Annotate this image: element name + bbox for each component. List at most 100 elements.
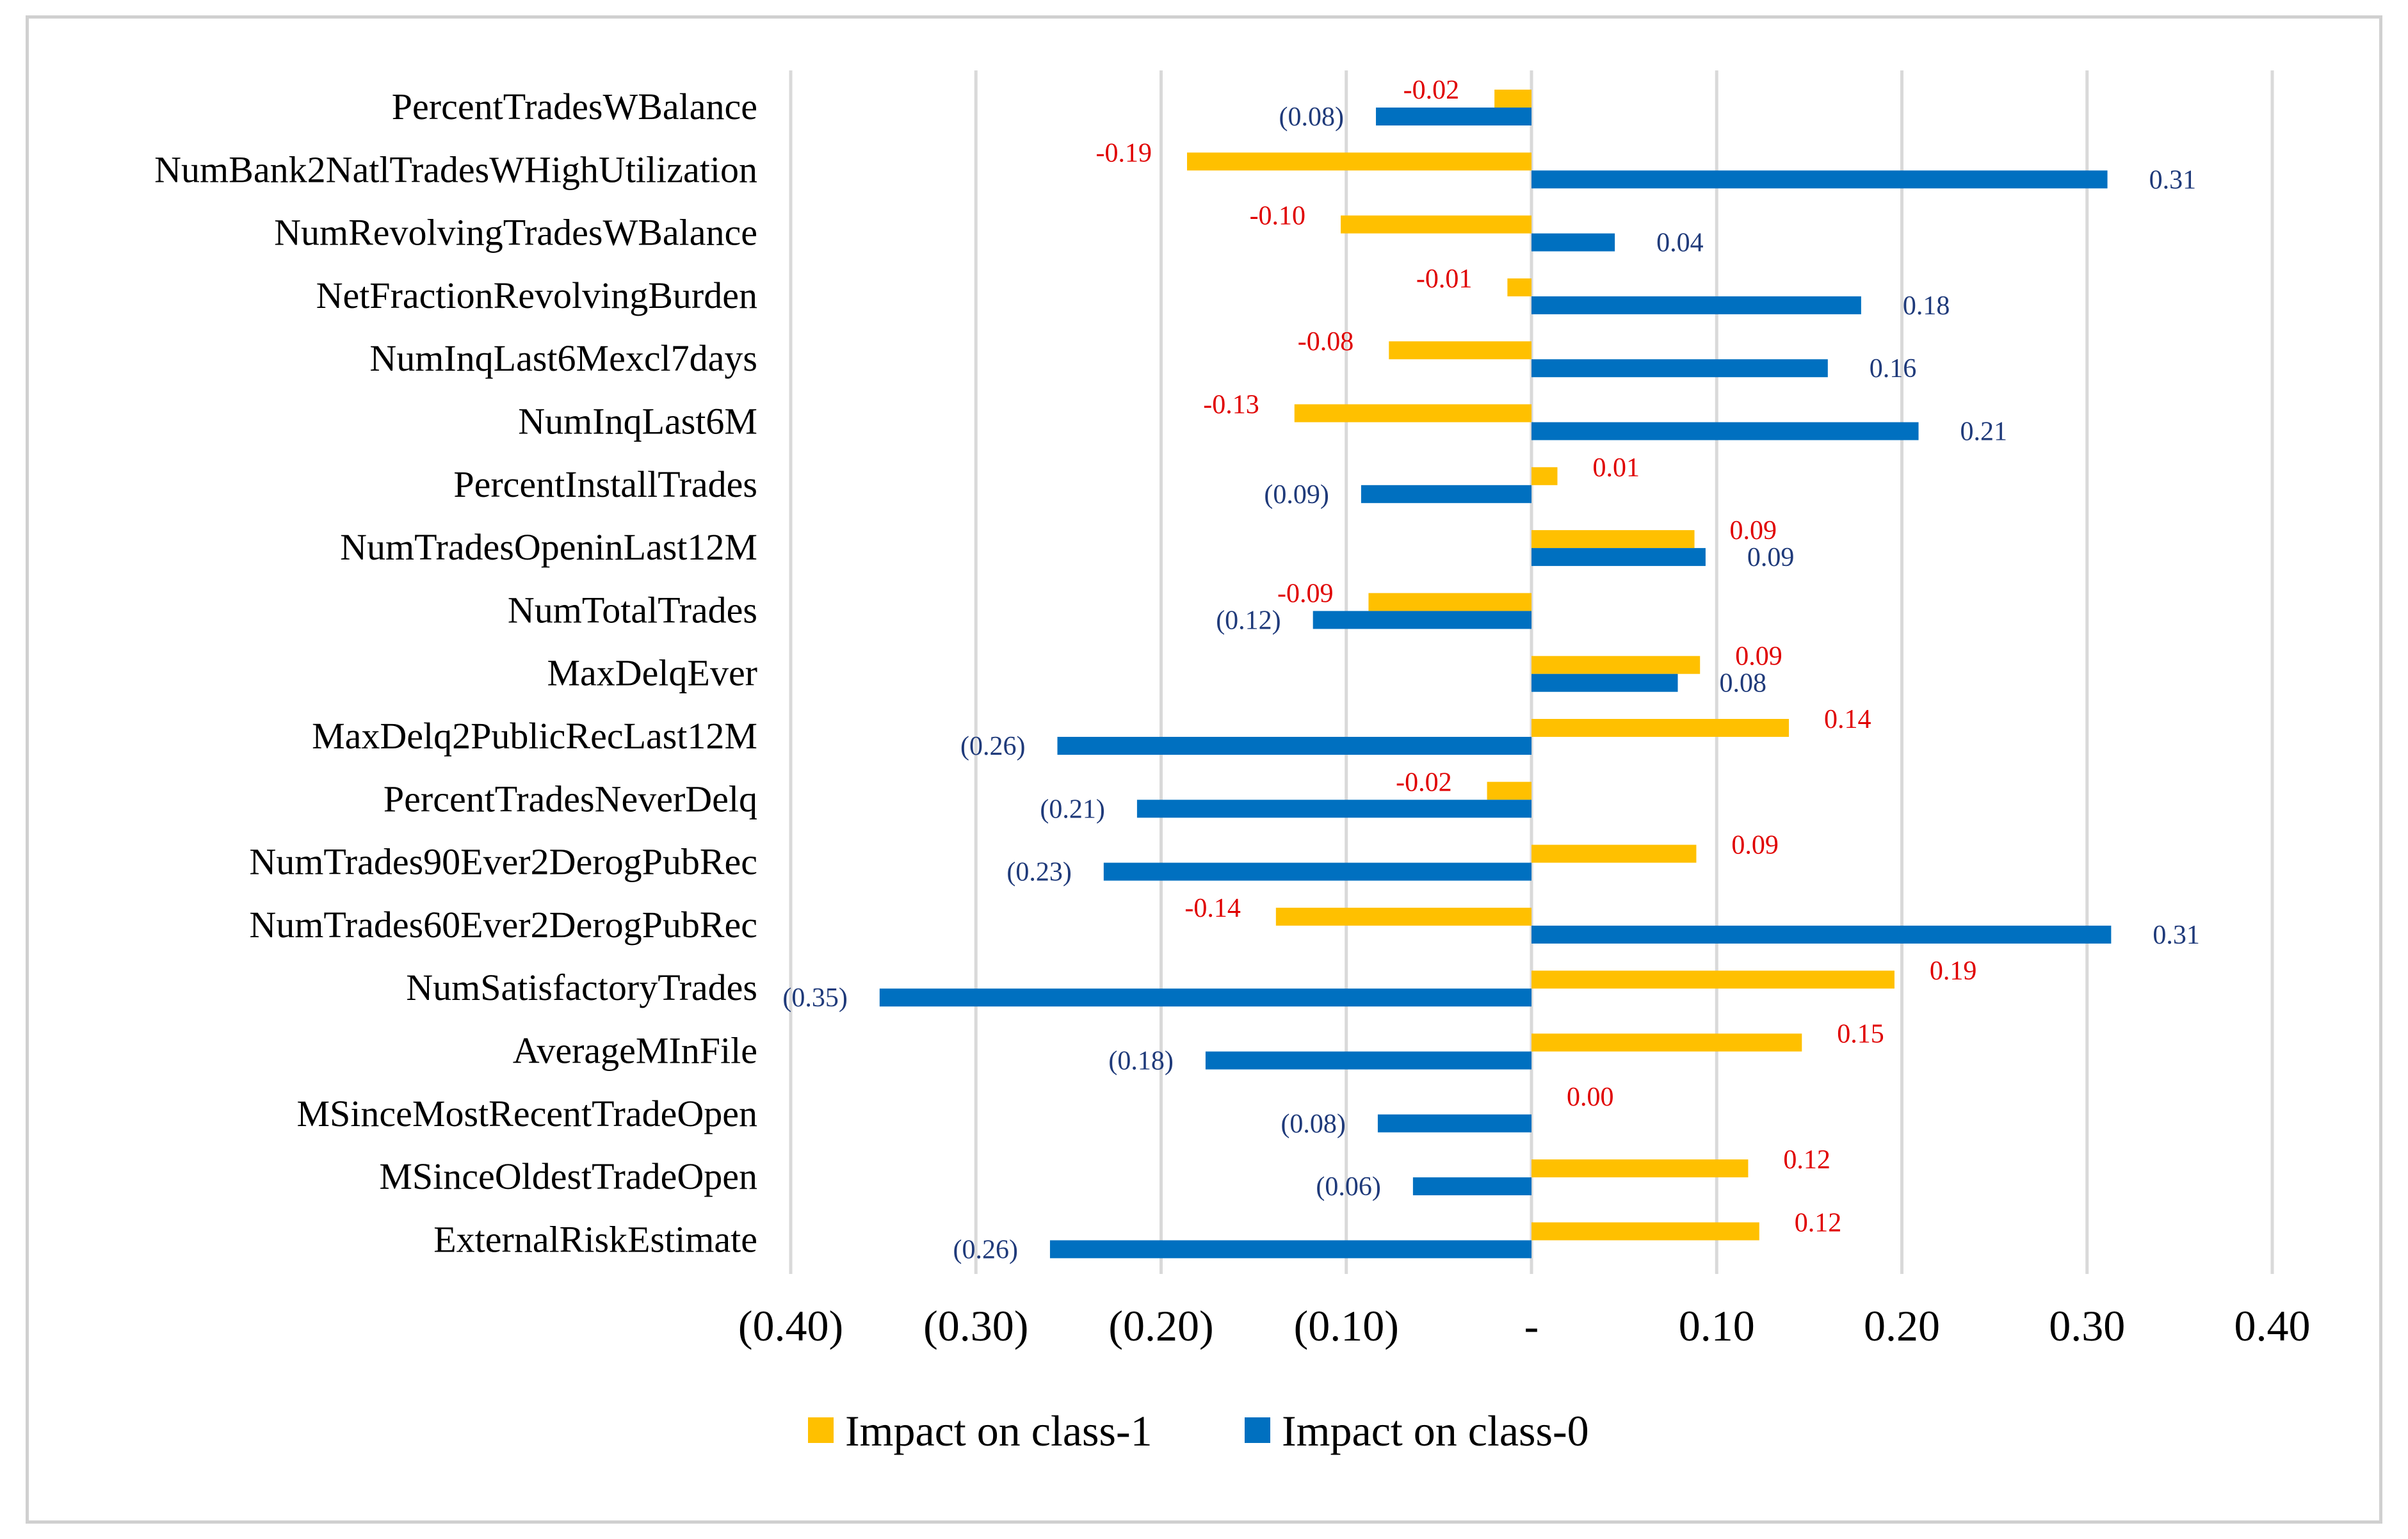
x-tick-label-1: (0.30) [923,1301,1028,1350]
bar-class-0-maxdelqever [1531,673,1678,692]
legend: Impact on class-1 Impact on class-0 [808,1406,1589,1455]
bars [879,90,2112,1259]
data-label-class-0-averageminfile: (0.18) [1108,1047,1173,1076]
data-label-class-1-msinceoldesttradeopen: 0.12 [1783,1145,1830,1175]
data-label-class-0-numsatisfactorytrades: (0.35) [782,983,847,1013]
data-label-class-0-netfractionrevolvingburden: 0.18 [1903,291,1950,321]
data-label-class-0-numtradesopeninlast12m: 0.09 [1747,543,1795,572]
data-label-class-1-percenttradeswbalance: -0.02 [1403,76,1460,105]
category-label-msincemostrecenttradeopen: MSinceMostRecentTradeOpen [296,1093,757,1134]
data-label-class-1-numtradesopeninlast12m: 0.09 [1730,516,1777,545]
bar-class-1-numtradesopeninlast12m [1531,530,1695,549]
data-label-class-0-numtotaltrades: (0.12) [1216,606,1281,635]
bar-class-0-msincemostrecenttradeopen [1377,1114,1531,1132]
data-label-class-0-percenttradeswbalance: (0.08) [1279,102,1344,132]
data-label-class-0-percentinstalltrades: (0.09) [1264,480,1329,510]
data-label-class-0-maxdelqever: 0.08 [1720,669,1767,698]
bar-class-0-maxdelq2publicreclast12m [1057,737,1531,755]
legend-label-class-1: Impact on class-1 [845,1406,1152,1455]
category-label-externalriskestimate: ExternalRiskEstimate [433,1218,757,1260]
data-label-class-1-percentinstalltrades: 0.01 [1592,453,1640,483]
data-label-class-0-maxdelq2publicreclast12m: (0.26) [960,732,1025,761]
x-tick-label-0: (0.40) [738,1301,843,1350]
x-tick-label-8: 0.40 [2234,1301,2311,1350]
data-label-class-0-numtrades90ever2derogpubrec: (0.23) [1006,858,1071,887]
category-label-numtrades60ever2derogpubrec: NumTrades60Ever2DerogPubRec [249,904,757,946]
bar-class-1-percenttradeswbalance [1494,90,1531,108]
bar-class-0-externalriskestimate [1049,1240,1531,1259]
data-label-class-1-externalriskestimate: 0.12 [1795,1208,1842,1237]
bar-class-0-percentinstalltrades [1361,485,1531,503]
category-label-numbank2natltradeswhighutilization: NumBank2NatlTradesWHighUtilization [154,149,757,190]
category-label-numsatisfactorytrades: NumSatisfactoryTrades [406,967,757,1008]
data-label-class-1-numinqlast6m: -0.13 [1203,391,1259,420]
category-label-netfractionrevolvingburden: NetFractionRevolvingBurden [316,275,757,316]
bar-class-0-numtrades60ever2derogpubrec [1531,925,2112,944]
category-labels: PercentTradesWBalance NumBank2NatlTradesW… [154,86,757,1260]
bar-class-1-percentinstalltrades [1531,467,1558,485]
x-tick-label-7: 0.30 [2049,1301,2125,1350]
bar-class-1-numinqlast6mexcl7days [1389,341,1531,360]
data-label-class-1-numtrades90ever2derogpubrec: 0.09 [1731,831,1779,860]
bar-class-1-maxdelq2publicreclast12m [1531,719,1790,737]
bar-class-0-percenttradesneverdelq [1136,800,1531,818]
bar-class-1-externalriskestimate [1531,1222,1759,1241]
data-label-class-0-numrevolvingtradeswbalance: 0.04 [1656,229,1704,258]
legend-label-class-0: Impact on class-0 [1282,1406,1589,1455]
data-label-class-0-msinceoldesttradeopen: (0.06) [1316,1172,1380,1202]
bar-class-0-numtrades90ever2derogpubrec [1103,862,1531,881]
category-label-percenttradesneverdelq: PercentTradesNeverDelq [384,778,757,819]
legend-swatch-class-1 [808,1417,834,1443]
bar-class-0-numtotaltrades [1313,611,1531,629]
bar-class-1-numsatisfactorytrades [1531,971,1895,989]
category-label-maxdelq2publicreclast12m: MaxDelq2PublicRecLast12M [312,715,757,757]
data-label-class-0-numinqlast6mexcl7days: 0.16 [1870,354,1917,383]
data-label-class-1-msincemostrecenttradeopen: 0.00 [1567,1083,1614,1112]
category-label-averageminfile: AverageMInFile [513,1030,757,1072]
data-label-class-1-maxdelq2publicreclast12m: 0.14 [1824,705,1871,734]
category-label-maxdelqever: MaxDelqEver [547,652,757,694]
bar-class-1-netfractionrevolvingburden [1507,278,1531,296]
category-label-msinceoldesttradeopen: MSinceOldestTradeOpen [379,1156,757,1197]
data-label-class-1-numbank2natltradeswhighutilization: -0.19 [1095,138,1152,168]
bar-class-1-numtrades90ever2derogpubrec [1531,844,1697,863]
data-label-class-0-msincemostrecenttradeopen: (0.08) [1281,1109,1345,1139]
x-tick-label-5: 0.10 [1679,1301,1755,1350]
bar-class-0-percenttradeswbalance [1376,108,1531,125]
gridlines [789,70,2274,1274]
bar-class-0-msinceoldesttradeopen [1412,1177,1531,1196]
category-label-percentinstalltrades: PercentInstallTrades [453,463,757,505]
data-label-class-1-numinqlast6mexcl7days: -0.08 [1298,327,1354,357]
data-label-class-1-numtrades60ever2derogpubrec: -0.14 [1184,894,1241,923]
bar-class-0-numinqlast6mexcl7days [1531,359,1828,378]
data-label-class-0-percenttradesneverdelq: (0.21) [1040,794,1104,824]
bar-class-1-numtotaltrades [1368,593,1531,611]
bar-class-0-numrevolvingtradeswbalance [1531,233,1615,252]
legend-swatch-class-0 [1245,1417,1270,1443]
x-tick-label-3: (0.10) [1294,1301,1399,1350]
category-label-numtrades90ever2derogpubrec: NumTrades90Ever2DerogPubRec [249,841,757,883]
category-label-numinqlast6m: NumInqLast6M [518,401,757,442]
x-tick-label-2: (0.20) [1108,1301,1213,1350]
data-label-class-1-netfractionrevolvingburden: -0.01 [1416,264,1473,294]
bar-class-0-numinqlast6m [1531,422,1919,440]
bar-class-1-msinceoldesttradeopen [1531,1159,1749,1178]
bar-class-1-numbank2natltradeswhighutilization [1186,152,1531,171]
data-label-class-1-percenttradesneverdelq: -0.02 [1396,768,1452,797]
category-label-numtradesopeninlast12m: NumTradesOpeninLast12M [340,526,757,568]
data-label-class-1-numrevolvingtradeswbalance: -0.10 [1250,202,1306,231]
chart-frame [26,15,2382,1524]
data-label-class-0-numtrades60ever2derogpubrec: 0.31 [2153,921,2200,950]
bar-class-1-numinqlast6m [1294,404,1531,423]
data-label-class-1-numtotaltrades: -0.09 [1277,579,1334,608]
category-label-numrevolvingtradeswbalance: NumRevolvingTradesWBalance [274,212,757,254]
bar-class-0-numsatisfactorytrades [879,988,1531,1007]
bar-class-0-numtradesopeninlast12m [1531,548,1706,567]
data-label-class-1-averageminfile: 0.15 [1837,1020,1884,1049]
data-label-class-0-externalriskestimate: (0.26) [953,1235,1017,1264]
data-labels: -0.02 (0.08) -0.19 0.31 -0.10 0.04 -0.01 0.18 -0… [782,76,2199,1264]
category-label-numtotaltrades: NumTotalTrades [508,589,757,631]
x-axis-tick-labels: (0.40) (0.30) (0.20) (0.10) - 0.10 0.20 0.30 0.4… [738,1301,2311,1350]
bar-class-1-averageminfile [1531,1033,1802,1052]
